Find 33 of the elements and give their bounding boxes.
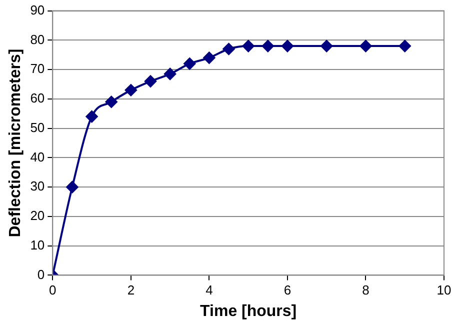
x-tick-label: 4 [206,282,213,298]
y-tick-label: 60 [30,90,45,106]
point [124,84,137,96]
y-tick-label: 40 [30,149,45,164]
x-tick-label: 0 [49,282,56,298]
point [242,40,254,52]
y-tick-label: 80 [30,32,45,47]
x-tick-label: 8 [362,282,370,298]
point [360,40,372,52]
y-tick-label: 50 [30,120,45,135]
point [320,40,333,52]
x-axis-title: Time [hours] [200,302,297,320]
x-tick-label: 2 [127,282,135,298]
y-tick-label: 0 [37,266,45,282]
y-tick-label: 20 [30,208,45,224]
point [203,52,216,64]
y-tick-label: 70 [30,61,45,76]
point [281,40,294,52]
point [66,181,78,194]
point [86,110,98,123]
point [222,42,235,55]
y-axis-title: Deflection [micrometers] [7,48,24,238]
point [262,40,274,52]
point [184,58,196,70]
x-tick-label: 10 [436,282,452,298]
y-tick-label: 30 [30,178,45,194]
point [164,68,176,80]
y-tick-label: 10 [30,237,45,252]
point [144,75,156,88]
x-tick-label: 6 [284,282,292,298]
y-tick-label: 90 [30,2,45,18]
point [398,40,411,52]
point [105,96,118,108]
